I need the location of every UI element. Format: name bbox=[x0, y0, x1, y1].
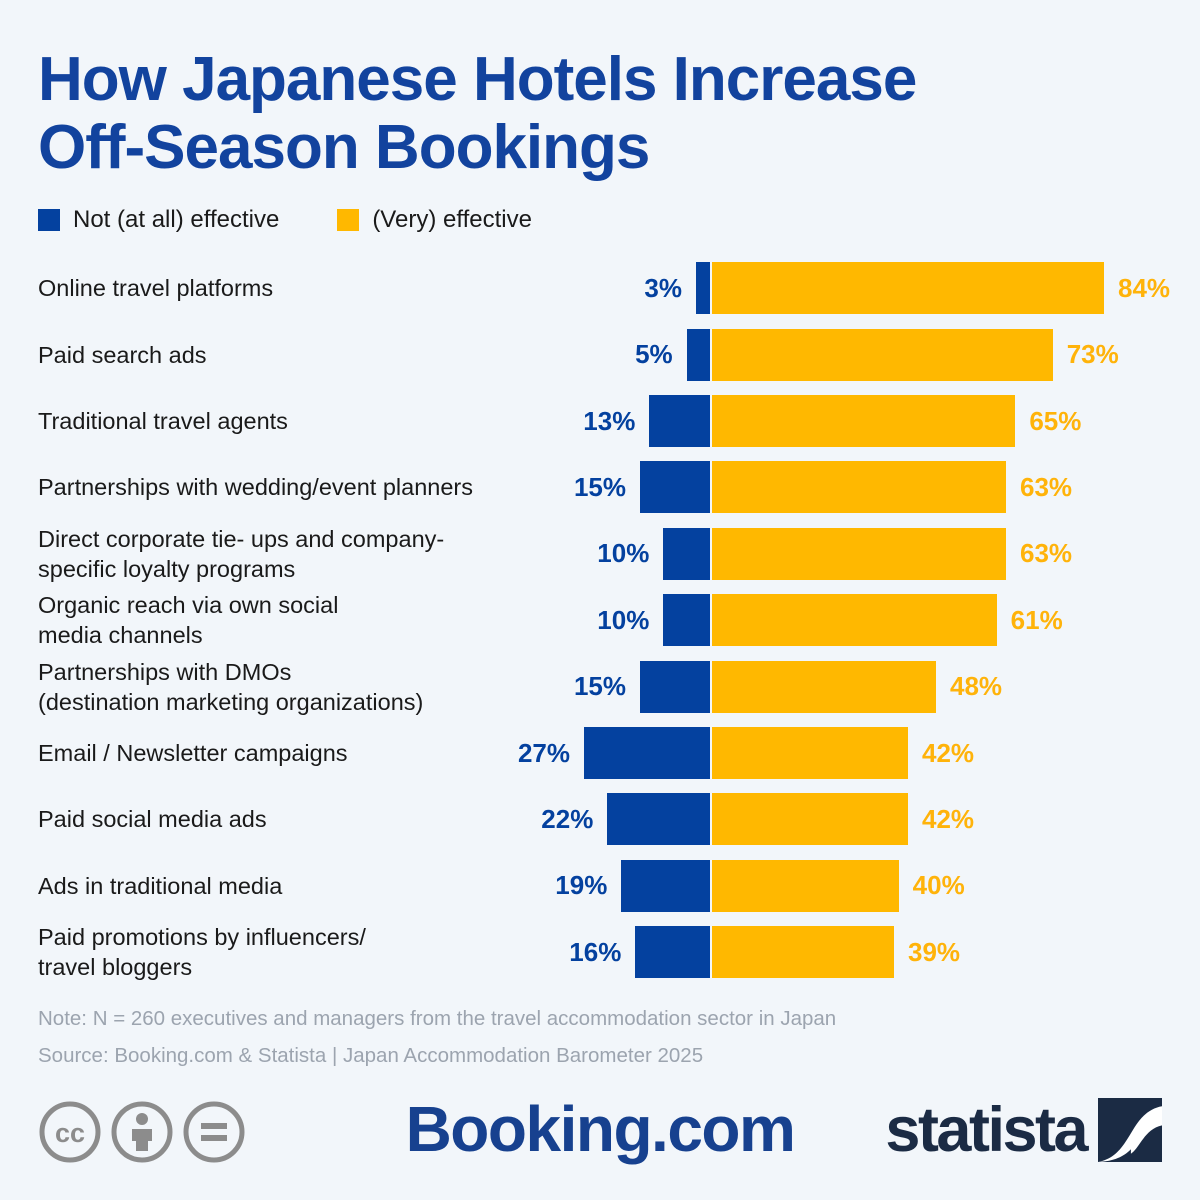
not-effective-bar bbox=[639, 461, 710, 514]
legend-item-very-effective: (Very) effective bbox=[337, 206, 532, 234]
effective-value-label: 40% bbox=[912, 870, 965, 901]
legend-swatch-blue bbox=[38, 209, 60, 232]
not-effective-bar bbox=[621, 859, 710, 912]
category-label: Organic reach via own social media chann… bbox=[38, 592, 339, 649]
not-effective-bar bbox=[635, 926, 710, 979]
effective-bar bbox=[712, 328, 1053, 381]
category-label: Ads in traditional media bbox=[38, 872, 283, 899]
not-effective-bar bbox=[583, 726, 710, 779]
effective-bar bbox=[712, 394, 1016, 447]
chart-row: Partnerships with DMOs (destination mark… bbox=[38, 654, 1162, 720]
legend-item-not-effective: Not (at all) effective bbox=[38, 206, 279, 234]
statista-logo: statista bbox=[885, 1094, 1162, 1166]
category-label: Direct corporate tie- ups and company- s… bbox=[38, 525, 445, 582]
not-effective-bar bbox=[663, 594, 710, 647]
svg-text:cc: cc bbox=[55, 1118, 85, 1148]
effective-bar bbox=[712, 527, 1007, 580]
not-effective-value-label: 16% bbox=[569, 936, 622, 967]
category-label: Paid social media ads bbox=[38, 806, 267, 833]
page-title: How Japanese Hotels Increase Off-Season … bbox=[38, 0, 1162, 181]
effective-value-label: 65% bbox=[1029, 405, 1082, 436]
creative-commons-license-icons: cc bbox=[39, 1101, 245, 1163]
chart-row: Organic reach via own social media chann… bbox=[38, 587, 1162, 653]
statista-swoosh-icon bbox=[1098, 1098, 1162, 1163]
attribution-person-icon bbox=[111, 1101, 173, 1163]
not-effective-value-label: 15% bbox=[573, 472, 626, 503]
effective-value-label: 39% bbox=[908, 936, 961, 967]
not-effective-bar bbox=[607, 793, 710, 846]
chart-row: Partnerships with wedding/event planners… bbox=[38, 454, 1162, 520]
chart-note: Note: N = 260 executives and managers fr… bbox=[38, 1007, 837, 1031]
effective-value-label: 48% bbox=[950, 671, 1003, 702]
not-effective-value-label: 10% bbox=[597, 538, 650, 569]
category-label: Email / Newsletter campaigns bbox=[38, 740, 348, 767]
legend-label-not-effective: Not (at all) effective bbox=[73, 206, 280, 234]
chart-row: Paid promotions by influencers/ travel b… bbox=[38, 919, 1162, 985]
not-effective-bar bbox=[639, 660, 710, 713]
legend-swatch-yellow bbox=[337, 209, 360, 232]
chart-row: Online travel platforms 3% 84% bbox=[38, 255, 1170, 321]
effective-value-label: 63% bbox=[1020, 538, 1073, 569]
not-effective-bar bbox=[649, 394, 710, 447]
not-effective-bar bbox=[686, 328, 710, 381]
chart-source: Source: Booking.com & Statista | Japan A… bbox=[38, 1044, 704, 1068]
category-label: Traditional travel agents bbox=[38, 408, 288, 435]
chart-row: Direct corporate tie- ups and company- s… bbox=[38, 521, 1162, 587]
effective-value-label: 84% bbox=[1118, 272, 1171, 303]
category-label: Paid search ads bbox=[38, 341, 207, 368]
category-label: Partnerships with DMOs (destination mark… bbox=[38, 658, 424, 715]
not-effective-value-label: 13% bbox=[583, 405, 636, 436]
chart-row: Paid social media ads 22% 42% bbox=[38, 786, 1162, 852]
not-effective-value-label: 15% bbox=[573, 671, 626, 702]
category-label: Partnerships with wedding/event planners bbox=[38, 474, 474, 501]
not-effective-value-label: 22% bbox=[541, 803, 594, 834]
effective-value-label: 61% bbox=[1010, 604, 1063, 635]
statista-logo-text: statista bbox=[885, 1095, 1088, 1166]
not-effective-value-label: 27% bbox=[517, 737, 570, 768]
chart-row: Paid search ads 5% 73% bbox=[38, 322, 1162, 388]
effective-bar bbox=[712, 660, 937, 713]
chart-row: Traditional travel agents 13% 65% bbox=[38, 388, 1162, 454]
not-effective-value-label: 19% bbox=[555, 870, 608, 901]
equals-nd-icon bbox=[183, 1101, 245, 1163]
cc-icon: cc bbox=[39, 1101, 101, 1163]
diverging-bar-chart: Online travel platforms 3% 84% Paid search … bbox=[38, 255, 1170, 985]
not-effective-bar bbox=[695, 262, 710, 315]
chart-row: Email / Newsletter campaigns 27% 42% bbox=[38, 720, 1162, 786]
effective-value-label: 42% bbox=[922, 803, 975, 834]
effective-bar bbox=[712, 926, 894, 979]
effective-bar bbox=[712, 793, 908, 846]
effective-bar bbox=[712, 461, 1007, 514]
not-effective-value-label: 3% bbox=[644, 272, 682, 303]
footer: cc Booking.com statista bbox=[38, 1093, 1162, 1170]
page-title-line2: Off-Season Bookings bbox=[38, 112, 650, 182]
effective-value-label: 42% bbox=[922, 737, 975, 768]
effective-bar bbox=[712, 262, 1105, 315]
category-label: Paid promotions by influencers/ travel b… bbox=[38, 924, 366, 981]
effective-bar bbox=[712, 594, 997, 647]
not-effective-bar bbox=[663, 527, 710, 580]
booking-com-logo: Booking.com bbox=[405, 1093, 796, 1166]
effective-bar bbox=[712, 859, 899, 912]
effective-bar bbox=[712, 726, 908, 779]
chart-row: Ads in traditional media 19% 40% bbox=[38, 853, 1162, 919]
not-effective-value-label: 5% bbox=[635, 339, 673, 370]
category-label: Online travel platforms bbox=[38, 275, 274, 302]
effective-value-label: 63% bbox=[1020, 472, 1073, 503]
chart-legend: Not (at all) effective (Very) effective bbox=[38, 205, 1162, 235]
not-effective-value-label: 10% bbox=[597, 604, 650, 635]
effective-value-label: 73% bbox=[1066, 339, 1119, 370]
legend-label-very-effective: (Very) effective bbox=[372, 206, 532, 234]
page-title-line1: How Japanese Hotels Increase bbox=[38, 45, 917, 114]
